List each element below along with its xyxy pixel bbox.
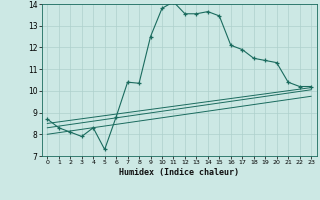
X-axis label: Humidex (Indice chaleur): Humidex (Indice chaleur) (119, 168, 239, 177)
